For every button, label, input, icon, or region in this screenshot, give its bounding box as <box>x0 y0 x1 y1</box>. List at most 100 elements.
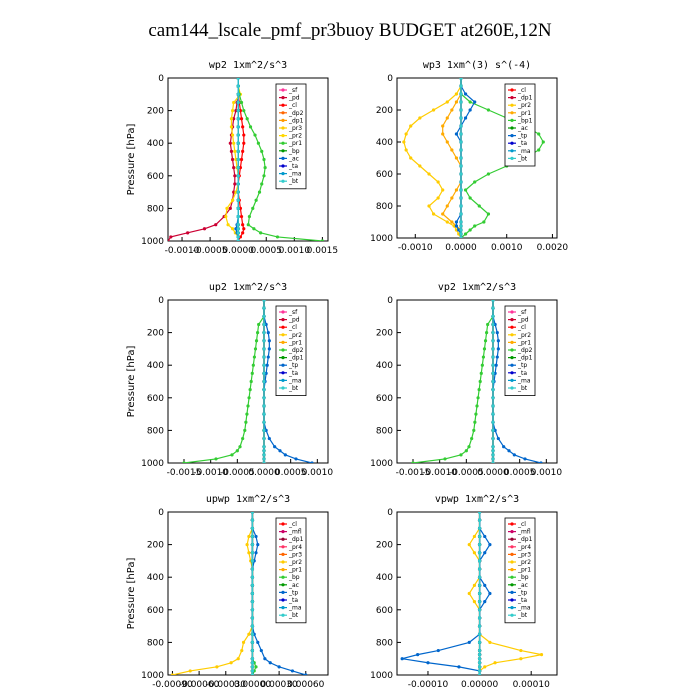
data-point <box>477 669 482 673</box>
data-point <box>214 223 218 227</box>
legend-marker <box>281 179 285 183</box>
data-point <box>262 355 266 359</box>
data-point <box>488 591 492 596</box>
legend-label: _pr1 <box>517 110 531 117</box>
data-point <box>459 180 463 184</box>
y-tick-label: 800 <box>147 638 164 648</box>
data-point <box>236 92 240 96</box>
data-point <box>482 220 486 224</box>
data-point <box>250 371 254 375</box>
data-point <box>539 653 544 657</box>
data-point <box>242 141 246 145</box>
legend: _cl_dp1_pr2_pr1_bp1_ac_tp_ta_ma_bt <box>504 83 536 167</box>
panel-6: vpwp 1xm^2/s^3 0 200 400 600 800 1000 -0.00010 0… <box>370 494 558 690</box>
legend-marker <box>281 356 285 360</box>
legend-marker <box>510 310 514 314</box>
data-point <box>491 428 495 432</box>
data-point <box>248 125 253 129</box>
data-point <box>239 100 244 105</box>
y-tick-label: 400 <box>376 361 393 371</box>
data-point <box>250 518 255 522</box>
legend-marker <box>281 363 285 367</box>
legend-marker <box>510 340 514 344</box>
y-tick-label: 800 <box>376 202 393 212</box>
legend-marker <box>281 545 285 549</box>
data-point <box>241 640 246 645</box>
x-tick-label: 0.00000 <box>234 680 271 690</box>
x-tick-label: -0.0010 <box>398 243 433 253</box>
data-point <box>267 347 271 351</box>
data-point <box>491 355 495 359</box>
data-point <box>250 632 255 636</box>
data-point <box>254 665 258 669</box>
data-point <box>488 640 492 645</box>
data-point <box>477 388 481 392</box>
data-point <box>491 420 495 424</box>
legend-label: _tp <box>288 589 298 596</box>
data-point <box>235 449 239 453</box>
data-point <box>459 453 463 457</box>
x-tick-label: 0.0005 <box>504 468 536 478</box>
legend-marker <box>281 325 285 329</box>
series-line-pr1 <box>441 78 462 238</box>
legend-marker <box>510 560 514 564</box>
data-point <box>491 331 495 335</box>
data-point <box>454 224 459 228</box>
data-point <box>243 428 247 432</box>
data-point <box>236 214 240 219</box>
data-point <box>454 92 459 96</box>
data-point <box>257 190 262 194</box>
legend-marker <box>281 118 285 122</box>
data-point <box>512 453 516 457</box>
legend-marker <box>510 325 514 329</box>
data-point <box>250 657 255 661</box>
data-point <box>236 84 240 88</box>
data-point <box>496 339 500 343</box>
data-point <box>262 371 266 375</box>
panel-5: upwp 1xm^2/s^3 Pressure [hPa] 0 200 400 600 80… <box>126 494 329 690</box>
y-tick-label: 0 <box>158 508 164 518</box>
legend-label: _pr2 <box>288 559 302 566</box>
data-point <box>418 164 422 168</box>
data-point <box>459 188 463 192</box>
legend-label: _bt <box>517 385 528 392</box>
data-point <box>250 616 255 620</box>
data-point <box>523 457 527 461</box>
data-point <box>229 661 233 665</box>
legend-label: _ta <box>517 370 527 377</box>
legend-marker <box>510 575 514 579</box>
legend-label: _ma <box>288 171 302 178</box>
data-point <box>477 665 482 669</box>
data-point <box>275 235 280 239</box>
data-point <box>441 188 445 192</box>
data-point <box>491 306 495 310</box>
legend-marker <box>510 606 514 610</box>
y-tick-label: 600 <box>376 170 393 180</box>
y-tick-label: 400 <box>147 573 164 583</box>
data-point <box>477 543 482 547</box>
data-point <box>278 449 282 453</box>
x-tick-label: 0.0010 <box>279 246 311 256</box>
legend-label: _cl <box>288 521 297 528</box>
data-point <box>491 300 495 302</box>
legend-label: _ma <box>517 605 531 612</box>
legend-marker <box>510 356 514 360</box>
data-point <box>472 551 477 555</box>
legend-label: _dp1 <box>517 355 533 362</box>
data-point <box>262 436 266 441</box>
data-point <box>416 653 420 657</box>
data-point <box>236 125 240 129</box>
data-point <box>253 347 258 351</box>
legend-label: _cl <box>288 324 297 331</box>
data-point <box>250 648 255 653</box>
data-point <box>454 220 459 224</box>
data-point <box>454 156 459 160</box>
data-point <box>262 412 266 416</box>
data-point <box>463 188 468 192</box>
data-point <box>232 141 236 145</box>
legend-label: _cl <box>517 521 526 528</box>
data-point <box>214 457 218 461</box>
data-point <box>252 227 256 231</box>
legend-label: _ma <box>517 377 531 384</box>
data-point <box>477 204 481 208</box>
